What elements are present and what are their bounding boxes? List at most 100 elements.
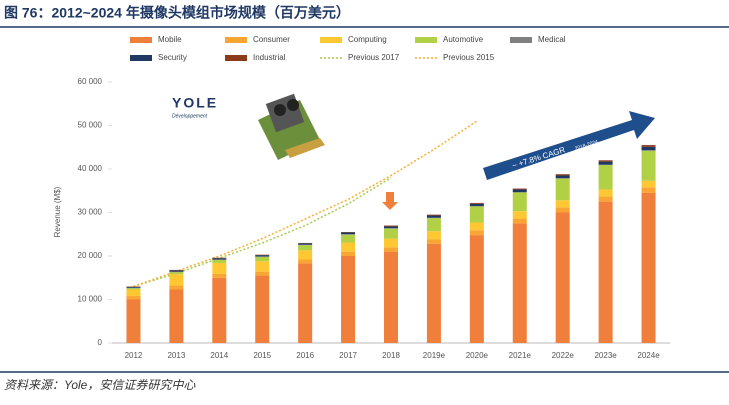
bar-segment: [513, 211, 527, 218]
bar-segment: [599, 202, 613, 343]
bar-segment: [599, 160, 613, 161]
bar-segment: [341, 243, 355, 252]
bar-segment: [255, 257, 269, 261]
lens: [287, 99, 299, 111]
logo-name: YOLE: [172, 95, 218, 111]
bar-segment: [556, 174, 570, 175]
bar-segment: [513, 189, 527, 190]
x-tick-label: 2014: [210, 351, 228, 360]
bar-segment: [341, 252, 355, 256]
x-tick-label: 2023e: [594, 351, 617, 360]
bar-segment: [642, 147, 656, 150]
bar-segment: [255, 276, 269, 343]
bar-segment: [470, 204, 484, 206]
x-tick-label: 2016: [296, 351, 314, 360]
lens: [274, 104, 286, 116]
x-tick-label: 2022e: [552, 351, 575, 360]
x-tick-label: 2013: [167, 351, 185, 360]
y-tick-label: 50 000: [78, 121, 103, 130]
bar-segment: [470, 206, 484, 222]
bar-segment: [126, 296, 140, 299]
bar-segment: [513, 189, 527, 192]
bar-segment: [642, 181, 656, 188]
legend-label: Computing: [348, 35, 387, 44]
bar-segment: [341, 235, 355, 243]
legend-swatch: [130, 55, 152, 61]
bar-segment: [642, 187, 656, 193]
bar-segment: [212, 278, 226, 343]
bar-segment: [169, 270, 183, 271]
bar-segment: [470, 230, 484, 235]
logo-subtitle: Développement: [172, 113, 208, 119]
bar-segment: [556, 207, 570, 212]
bar-segment: [384, 239, 398, 248]
bar-segment: [599, 196, 613, 201]
bar-segment: [470, 203, 484, 204]
legend-swatch: [225, 55, 247, 61]
bar-segment: [642, 145, 656, 147]
bar-segment: [212, 260, 226, 263]
legend-label: Mobile: [158, 35, 182, 44]
x-tick-label: 2015: [253, 351, 271, 360]
bar-segment: [513, 219, 527, 224]
x-tick-label: 2012: [125, 351, 143, 360]
bar-segment: [427, 218, 441, 231]
bar-segment: [384, 229, 398, 239]
legend-label: Medical: [538, 35, 566, 44]
marker-arrow: [382, 192, 398, 210]
legend-swatch: [130, 37, 152, 43]
x-tick-label: 2020e: [466, 351, 489, 360]
legend-label: Security: [158, 53, 187, 62]
cagr-arrow: [483, 111, 655, 180]
y-tick-label: 0: [98, 338, 103, 347]
y-axis-label: Revenue (M$): [53, 186, 62, 237]
bar-segment: [556, 200, 570, 207]
x-tick-label: 2021e: [509, 351, 532, 360]
source: 资料来源：Yole，安信证券研究中心: [4, 378, 196, 392]
bar-segment: [169, 289, 183, 343]
legend-label: Industrial: [253, 53, 286, 62]
x-tick-label: 2017: [339, 351, 357, 360]
legend-label: Automotive: [443, 35, 484, 44]
y-tick-label: 10 000: [78, 295, 103, 304]
bar-segment: [169, 274, 183, 285]
bar-segment: [427, 215, 441, 216]
bar-segment: [384, 226, 398, 228]
bar-segment: [255, 272, 269, 276]
bar-segment: [513, 192, 527, 211]
bar-segment: [298, 250, 312, 259]
bar-segment: [255, 255, 269, 256]
legend-swatch: [320, 37, 342, 43]
bar-segment: [126, 288, 140, 289]
x-tick-label: 2018: [382, 351, 400, 360]
bar-segment: [384, 252, 398, 343]
logo: YOLE Développement: [172, 95, 218, 120]
bar-segment: [126, 289, 140, 296]
bar-segment: [599, 165, 613, 189]
bar-segment: [599, 162, 613, 165]
bar-segment: [126, 300, 140, 344]
bar-segment: [384, 226, 398, 227]
bar-segment: [599, 189, 613, 196]
bar-segment: [255, 261, 269, 271]
y-tick-label: 40 000: [78, 164, 103, 173]
bar-segment: [427, 231, 441, 239]
module-image: [258, 94, 325, 160]
bar-segment: [298, 259, 312, 263]
bar-segment: [126, 287, 140, 288]
bar-segment: [169, 286, 183, 290]
bar-segment: [298, 263, 312, 343]
bar-segment: [642, 193, 656, 343]
bar-segment: [470, 235, 484, 343]
bar-segment: [341, 256, 355, 343]
bar-segment: [513, 223, 527, 343]
y-tick-label: 30 000: [78, 208, 103, 217]
y-tick-label: 20 000: [78, 251, 103, 260]
x-tick-label: 2019e: [423, 351, 446, 360]
bar-segment: [427, 244, 441, 343]
bar-segment: [556, 213, 570, 344]
bar-segment: [169, 272, 183, 274]
legend-swatch: [225, 37, 247, 43]
bar-segment: [298, 245, 312, 250]
